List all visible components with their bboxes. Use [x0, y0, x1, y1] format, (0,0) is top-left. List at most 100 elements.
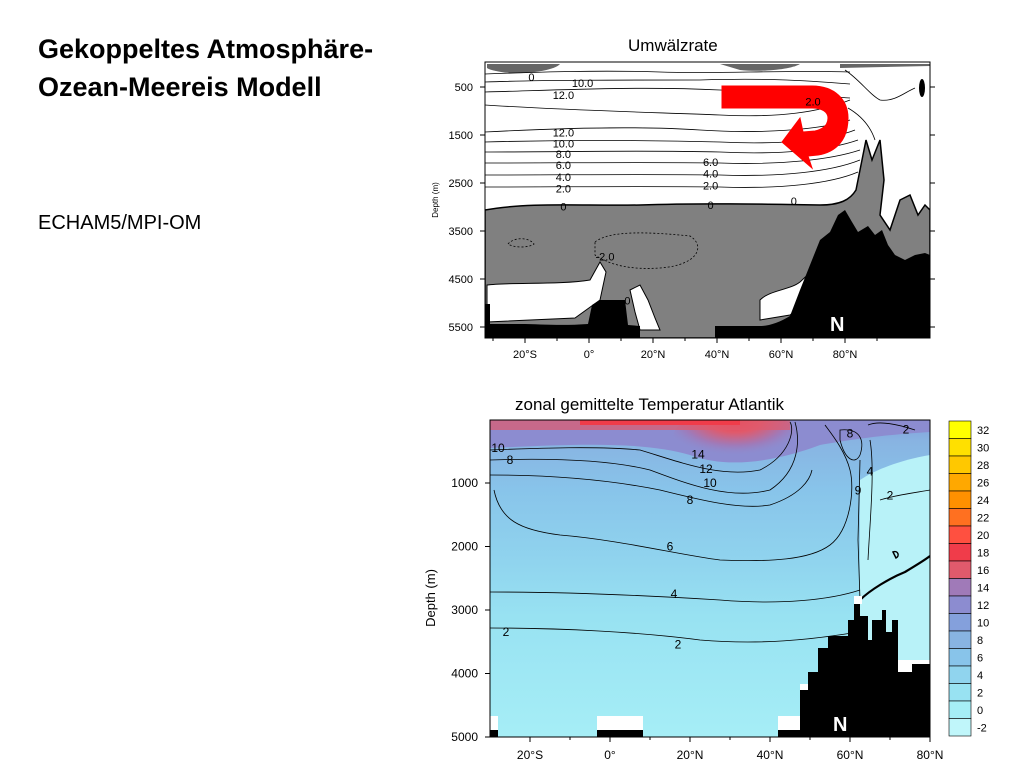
colorbar-swatch [948, 665, 972, 684]
contour-label-top: 2.0 [556, 183, 571, 195]
colorbar-label: 24 [977, 495, 989, 507]
colorbar-swatch [948, 718, 972, 737]
colorbar-swatch [948, 455, 972, 474]
bathymetry [485, 300, 640, 338]
y-tick-label-top: 1500 [449, 130, 473, 142]
x-tick-label-top: 60°N [769, 349, 794, 361]
colorbar-swatch [948, 560, 972, 579]
colorbar-label: 4 [977, 670, 983, 682]
contour-label-top: 6.0 [556, 160, 571, 172]
y-tick-label-top: 5500 [449, 322, 473, 334]
contour-label-bottom: 9 [855, 484, 862, 498]
ice-boundary [859, 555, 930, 601]
colorbar-label: 30 [977, 442, 989, 454]
colorbar-label: 6 [977, 652, 983, 664]
y-axis-label-bottom: Depth (m) [423, 569, 438, 627]
annotation-n-top: N [830, 314, 844, 336]
contour-label-top: 12.0 [553, 90, 574, 102]
y-tick-label-top: 500 [455, 82, 473, 94]
contour-label-bottom: 4 [867, 465, 874, 479]
contour-label-top: 0 [791, 196, 797, 208]
colorbar-swatch [948, 630, 972, 649]
x-tick-label-bottom: 40°N [757, 748, 784, 762]
colorbar-label: 16 [977, 565, 989, 577]
y-tick-label-bottom: 1000 [451, 476, 478, 490]
contour-label-top: 2.0 [703, 180, 718, 192]
bathymetry-bottom [778, 604, 930, 737]
contour-label-top: -2.0 [596, 251, 615, 263]
y-tick-label-bottom: 4000 [451, 667, 478, 681]
bottom-ridge-south [597, 716, 643, 730]
contour-label-bottom: 8 [847, 426, 854, 440]
contour-label-top: 0 [624, 296, 630, 308]
positive-patch-central [629, 284, 661, 331]
y-tick-label-bottom: 5000 [451, 730, 478, 744]
contour-label-bottom: 8 [687, 493, 694, 507]
colorbar-swatch [948, 543, 972, 562]
colorbar-swatch [948, 595, 972, 614]
temperature-contours [490, 421, 930, 643]
contour-label-top: 4.0 [556, 172, 571, 184]
y-axis-label-top: Depth (m) [431, 182, 440, 218]
y-tick-label-bottom: 3000 [451, 603, 478, 617]
colorbar-swatch [948, 420, 972, 439]
contour-label-top: 0 [560, 202, 566, 214]
contour-label-bottom: 14 [691, 447, 705, 461]
colorbar-swatch [948, 438, 972, 457]
colorbar-label: 18 [977, 547, 989, 559]
plot-frame-bottom [489, 419, 931, 738]
colorbar-label: 20 [977, 530, 989, 542]
contour-label-top: 0 [528, 72, 534, 84]
colorbar-label: 8 [977, 635, 983, 647]
contour-neg-2 [594, 232, 699, 269]
contour-label-top: 12.0 [553, 128, 574, 140]
x-tick-label-bottom: 20°S [517, 748, 543, 762]
x-tick-label-bottom: 20°N [677, 748, 704, 762]
colorbar-label: 10 [977, 617, 989, 629]
colorbar-swatch [948, 578, 972, 597]
colorbar-swatch [948, 613, 972, 632]
contour-label-bottom: 8 [507, 453, 514, 467]
y-tick-label-bottom: 2000 [451, 540, 478, 554]
contour-label-top: 8.0 [556, 149, 571, 161]
contour-label-bottom: 2 [503, 625, 510, 639]
surface-shading [487, 64, 560, 74]
contour-label-bottom: 2 [903, 423, 910, 437]
colorbar-swatch [948, 700, 972, 719]
contour-label-bottom: 2 [887, 489, 894, 503]
x-tick-label-top: 20°S [513, 349, 537, 361]
chart-title-circulation: Umwälzrate [628, 36, 718, 55]
y-tick-label-top: 2500 [449, 178, 473, 190]
contour-label-bottom: 10 [491, 441, 505, 455]
positive-contours [485, 69, 916, 188]
colorbar-label: 12 [977, 600, 989, 612]
colorbar-swatch [948, 683, 972, 702]
colorbar-label: -2 [977, 722, 987, 734]
contour-label-bottom: 12 [699, 462, 713, 476]
y-tick-label-top: 3500 [449, 226, 473, 238]
colorbar-label: 32 [977, 425, 989, 437]
positive-patch-south [486, 261, 607, 323]
contour-label-bottom: 2 [675, 637, 682, 651]
colorbar-label: 0 [977, 705, 983, 717]
model-name: ECHAM5/MPI-OM [38, 212, 202, 234]
colorbar-swatch [948, 508, 972, 527]
x-tick-label-top: 80°N [833, 349, 858, 361]
colorbar-swatch [948, 648, 972, 667]
x-tick-label-top: 20°N [641, 349, 666, 361]
contour-label-top: 0 [708, 200, 714, 212]
colorbar-swatch [948, 490, 972, 509]
colorbar-label: 14 [977, 582, 989, 594]
x-tick-label-top: 40°N [705, 349, 730, 361]
contour-label-bottom: 6 [667, 540, 674, 554]
contour-label-top: 10.0 [553, 139, 574, 151]
y-tick-label-top: 4500 [449, 274, 473, 286]
colorbar-label: 28 [977, 460, 989, 472]
x-tick-label-bottom: 0° [604, 748, 616, 762]
colorbar-swatch [948, 473, 972, 492]
contour-label-bottom: 10 [703, 476, 717, 490]
plot-frame [484, 61, 931, 339]
circulation-arrow [721, 85, 849, 170]
